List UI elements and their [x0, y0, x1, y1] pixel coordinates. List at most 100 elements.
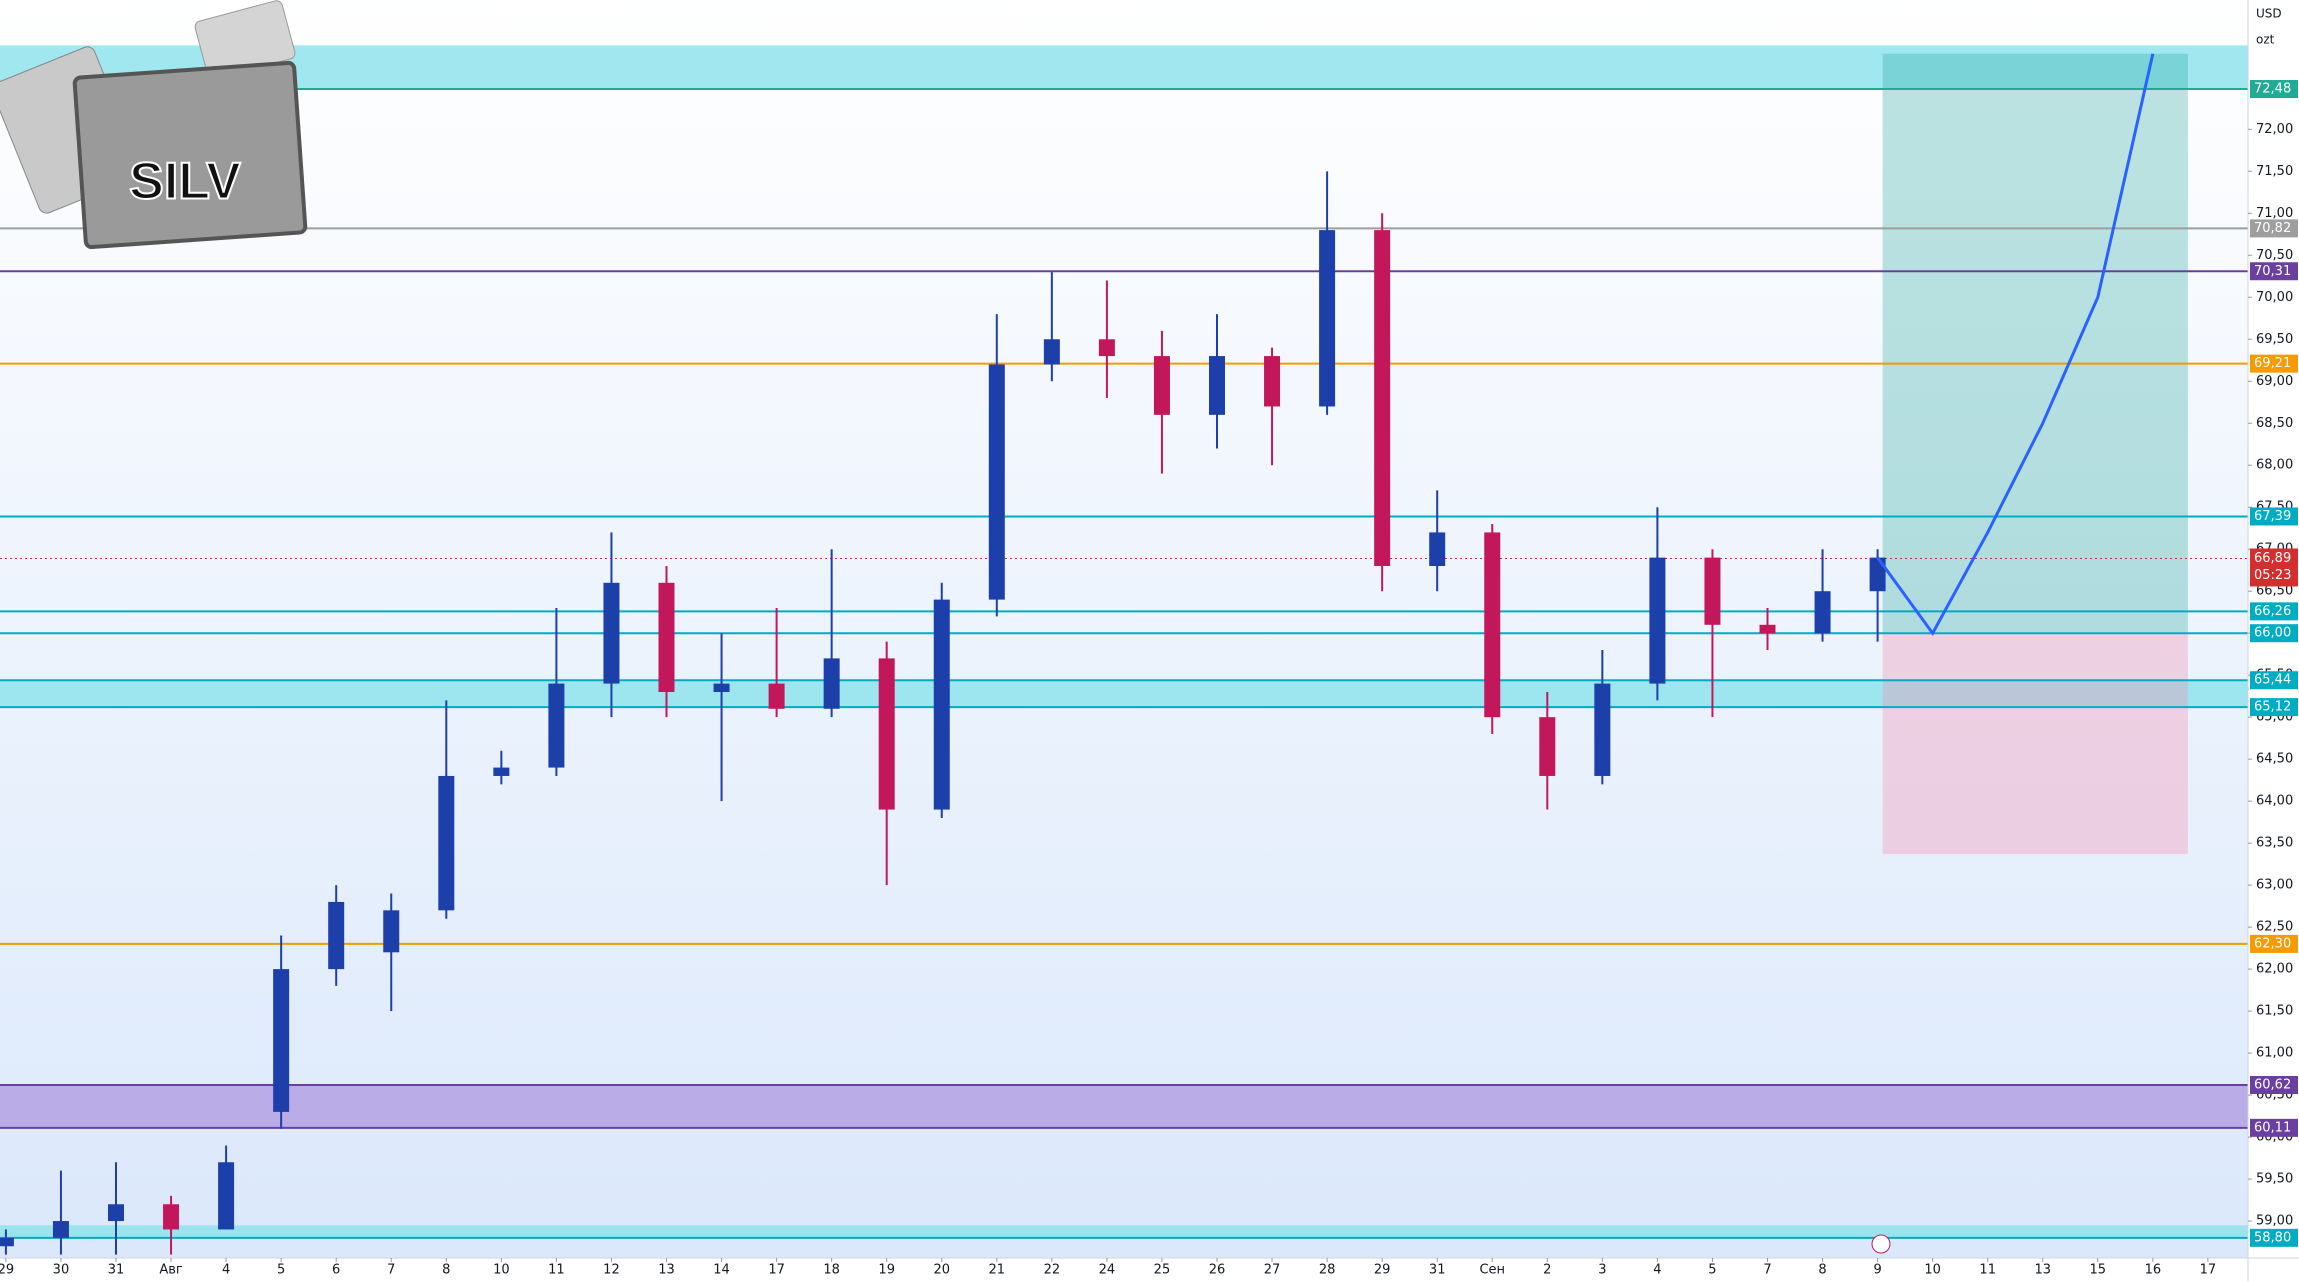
logo-bar: [72, 60, 308, 250]
candle-body: [1594, 683, 1611, 776]
level-label: 70,31: [2254, 264, 2291, 279]
candle-body: [108, 1204, 124, 1222]
y-tick-label: 71,00: [2256, 206, 2293, 221]
level-label-bg: [2250, 219, 2298, 238]
y-tick-label: 59,50: [2256, 1172, 2293, 1187]
candle-body: [933, 599, 950, 810]
candle-body: [1539, 717, 1556, 776]
level-label-bg: [2250, 1228, 2298, 1247]
layers: [0, 45, 2248, 1255]
level-label-bg: [2250, 354, 2298, 373]
position-profit: [1882, 53, 2188, 634]
event-icon: [1871, 1234, 1891, 1254]
plot-background: [0, 0, 2248, 1258]
x-tick-label: 31: [1429, 1263, 1446, 1278]
x-tick-label: 26: [1209, 1263, 1226, 1278]
candle-body: [1869, 557, 1886, 592]
x-tick-label: 19: [878, 1263, 895, 1278]
y-tick-label: 61,50: [2256, 1004, 2293, 1019]
level-label: 65,44: [2254, 673, 2291, 688]
level-label: 65,12: [2254, 700, 2291, 715]
zone: [0, 1085, 2248, 1128]
x-tick-label: 11: [1979, 1263, 1996, 1278]
level-label-bg: [2250, 698, 2298, 717]
level-label-bg: [2250, 934, 2298, 953]
x-tick-label: 5: [277, 1263, 285, 1278]
candle-body: [603, 582, 620, 684]
candle-body: [1649, 557, 1666, 684]
candle-body: [218, 1162, 235, 1230]
y-tick-label: 68,50: [2256, 416, 2293, 431]
zone: [0, 680, 2248, 708]
x-tick-label: 24: [1099, 1263, 1116, 1278]
level-label: 60,62: [2254, 1078, 2291, 1093]
x-tick-label: 25: [1154, 1263, 1171, 1278]
x-tick-label: Авг: [159, 1263, 183, 1278]
x-tick-label: 12: [603, 1263, 620, 1278]
candle-body: [1759, 624, 1776, 634]
level-label-bg: [2250, 262, 2298, 281]
x-tick-label: 30: [53, 1263, 70, 1278]
x-tick-label: 4: [1653, 1263, 1661, 1278]
y-tick-label: 63,50: [2256, 836, 2293, 851]
x-tick-label: 7: [1763, 1263, 1771, 1278]
candle-body: [1814, 591, 1831, 634]
x-tick-label: 27: [1264, 1263, 1281, 1278]
x-tick-label: 4: [222, 1263, 230, 1278]
logo-text: SILV: [129, 153, 241, 211]
y-tick-label: 63,00: [2256, 878, 2293, 893]
candle-body: [768, 683, 785, 709]
x-tick-label: 17: [768, 1263, 785, 1278]
candle-body: [1264, 356, 1281, 407]
candle-body: [1098, 339, 1115, 357]
y-tick-label: 66,50: [2256, 584, 2293, 599]
y-tick-label: 62,50: [2256, 920, 2293, 935]
x-tick-label: 15: [2090, 1263, 2107, 1278]
x-tick-label: 7: [387, 1263, 395, 1278]
x-tick-label: 31: [108, 1263, 125, 1278]
y-tick-label: 69,00: [2256, 374, 2293, 389]
x-tick-label: 9: [1873, 1263, 1881, 1278]
zone: [0, 45, 2248, 90]
x-tick-label: 11: [548, 1263, 565, 1278]
y-tick-label: 62,00: [2256, 962, 2293, 977]
level-label: 67,39: [2254, 509, 2291, 524]
candle-body: [823, 658, 840, 709]
x-tick-label: 2: [1543, 1263, 1551, 1278]
candle-body: [273, 969, 290, 1112]
candle-body: [988, 364, 1005, 600]
level-label: 69,21: [2254, 356, 2291, 371]
x-tick-label: 28: [1319, 1263, 1336, 1278]
x-tick-label: 22: [1044, 1263, 1061, 1278]
level-label: 62,30: [2254, 936, 2291, 951]
countdown: 05:23: [2254, 568, 2291, 583]
y-tick-label: 69,50: [2256, 332, 2293, 347]
y-tick-label: 71,50: [2256, 164, 2293, 179]
x-tick-label: 21: [989, 1263, 1006, 1278]
level-label: 66,26: [2254, 604, 2291, 619]
unit: ozt: [2256, 33, 2275, 47]
x-tick-label: 16: [2145, 1263, 2162, 1278]
level-label-bg: [2250, 80, 2298, 99]
y-tick-label: 68,00: [2256, 458, 2293, 473]
logo: SILV: [0, 0, 308, 250]
level-label: 60,11: [2254, 1120, 2291, 1135]
candle-body: [713, 683, 730, 692]
x-tick-label: 13: [2034, 1263, 2051, 1278]
level-label: 66,00: [2254, 626, 2291, 641]
level-label-bg: [2250, 1118, 2298, 1137]
position-loss: [1882, 633, 2188, 855]
candle-body: [1484, 532, 1501, 718]
x-tick-label: 18: [823, 1263, 840, 1278]
x-tick-label: 20: [933, 1263, 950, 1278]
y-tick-label: 61,00: [2256, 1046, 2293, 1061]
level-label-bg: [2250, 507, 2298, 526]
y-tick-label: 64,00: [2256, 794, 2293, 809]
candle-body: [0, 1237, 14, 1247]
level-label-bg: [2250, 1076, 2298, 1095]
level-label: 72,48: [2254, 82, 2291, 97]
y-tick-label: 70,50: [2256, 248, 2293, 263]
x-tick-label: 3: [1598, 1263, 1606, 1278]
currency: USD: [2256, 7, 2282, 21]
y-tick-label: 72,00: [2256, 122, 2293, 137]
